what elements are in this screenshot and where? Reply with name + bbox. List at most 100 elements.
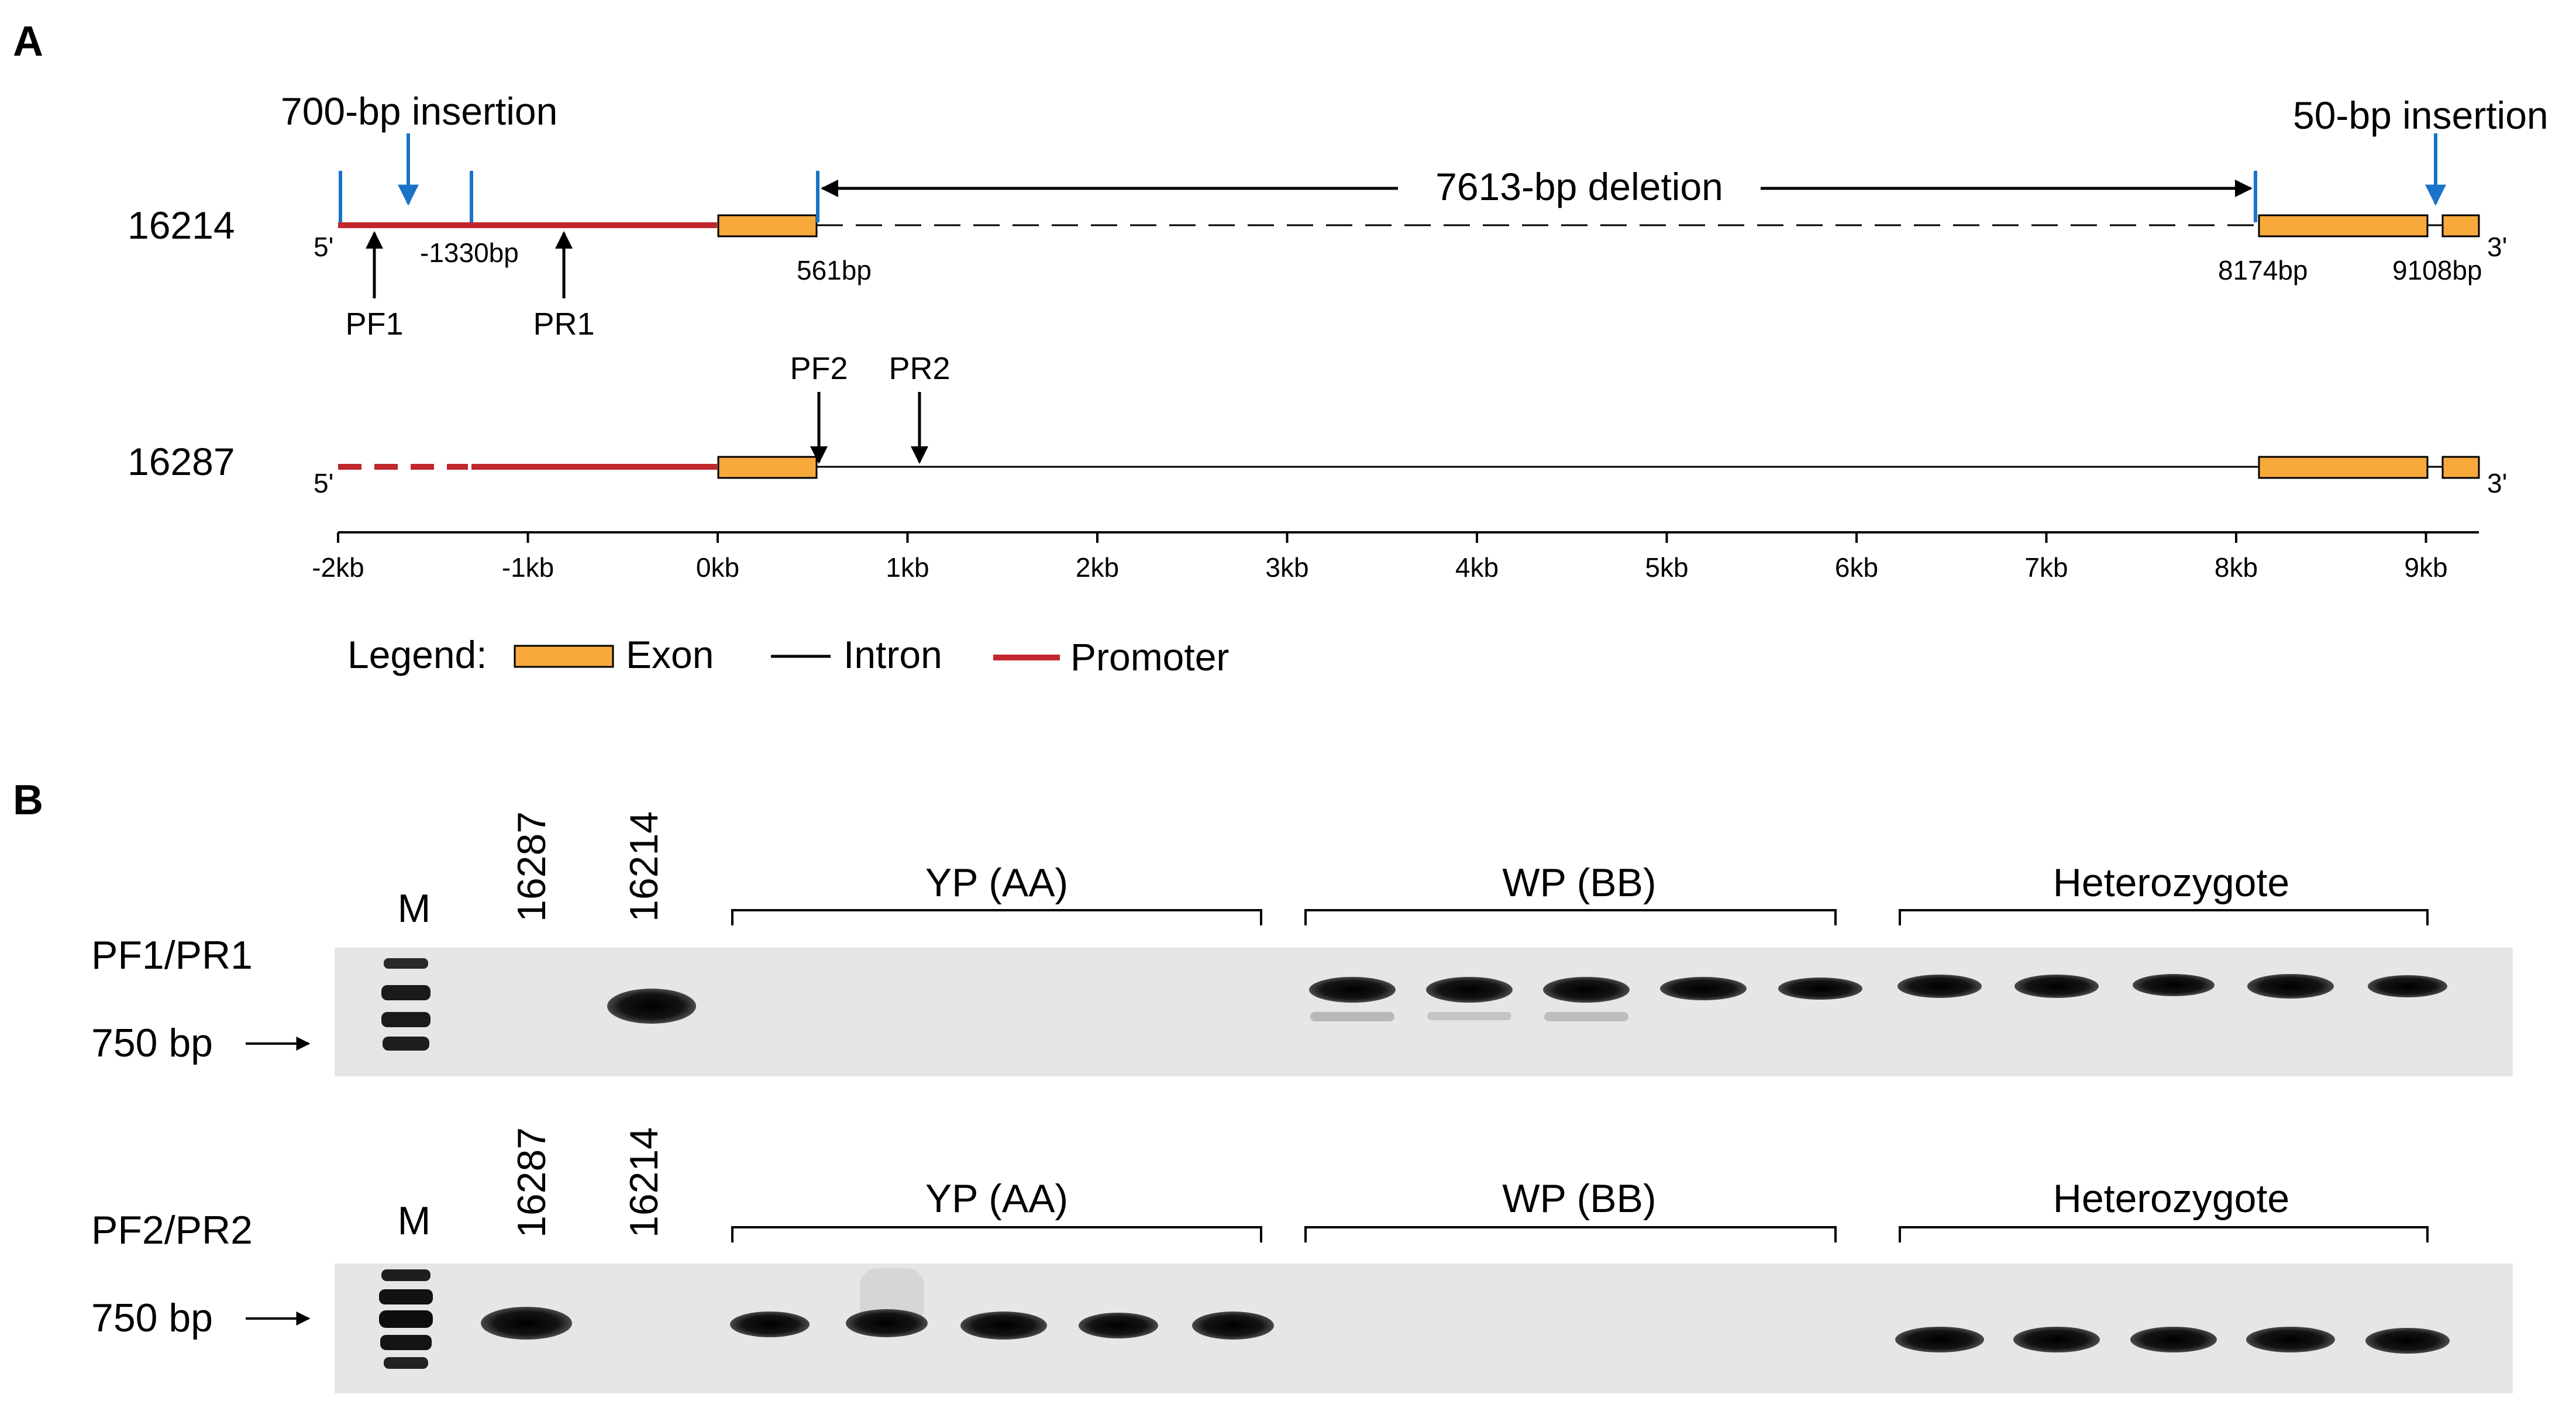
primer-label: PR2 <box>888 351 950 386</box>
gel-band <box>481 1307 572 1340</box>
group-label: Heterozygote <box>2053 1176 2289 1221</box>
gel-faint-band <box>1310 1012 1394 1021</box>
axis-tick-label: 0kb <box>696 552 739 583</box>
ladder-band <box>384 1357 428 1369</box>
group-label: WP (BB) <box>1502 1176 1656 1221</box>
gel-band <box>1543 977 1630 1003</box>
axis-tick-label: -1kb <box>502 552 554 583</box>
gel-band <box>2365 1328 2450 1354</box>
gel-band <box>2368 975 2447 997</box>
track-name: 16287 <box>128 440 235 483</box>
lane-label: M <box>398 886 431 931</box>
ladder-band <box>381 985 431 1000</box>
gel-band <box>730 1311 810 1337</box>
gel-band <box>1192 1311 1274 1340</box>
gel-band <box>607 989 696 1024</box>
lane-label: 16287 <box>509 1127 554 1238</box>
gel-band <box>1778 977 1862 1000</box>
primer-label: PR1 <box>533 307 594 342</box>
primer-label: PF2 <box>790 351 848 386</box>
exon-3 <box>2441 214 2480 237</box>
gel-band <box>2014 975 2099 998</box>
exon-2 <box>2258 456 2429 479</box>
group-label: WP (BB) <box>1502 860 1656 905</box>
insertion-left-label: 700-bp insertion <box>281 90 557 133</box>
ladder-band <box>384 958 428 969</box>
panel-a-label: A <box>13 18 43 65</box>
legend-title: Legend: <box>347 633 487 676</box>
track-16287: 16287 5' 3' PF2 PR2 <box>128 351 2507 498</box>
position-label: 561bp <box>797 255 872 285</box>
five-prime-label: 5' <box>314 468 333 498</box>
gel-band <box>2247 974 2334 999</box>
position-label: -1330bp <box>420 237 519 268</box>
gel-band <box>1309 977 1396 1003</box>
ladder-band <box>383 1037 429 1051</box>
axis-tick-label: 9kb <box>2404 552 2447 583</box>
group-bracket <box>1304 1226 1837 1242</box>
exon-2 <box>2258 214 2429 237</box>
group-bracket <box>1304 909 1837 925</box>
five-prime-label: 5' <box>314 232 333 262</box>
gel-band <box>2133 974 2215 996</box>
three-prime-label: 3' <box>2487 232 2507 262</box>
ladder-band <box>379 1310 433 1328</box>
track-name: 16214 <box>128 204 235 247</box>
group-label: YP (AA) <box>925 860 1068 905</box>
group-bracket <box>1899 1226 2429 1242</box>
gel-band <box>1895 1327 1984 1352</box>
gel-band <box>1660 977 1747 1000</box>
gel-faint-band <box>1544 1012 1628 1021</box>
legend: Legend: Exon Intron Promoter <box>347 633 1229 679</box>
lane-label: 16214 <box>622 1127 666 1238</box>
gel-faint-band <box>1427 1012 1511 1020</box>
ladder-band <box>381 1269 431 1281</box>
panel-b-label: B <box>13 777 43 824</box>
axis-tick-label: 4kb <box>1455 552 1499 583</box>
axis-tick-label: -2kb <box>312 552 364 583</box>
axis-tick-label: 5kb <box>1645 552 1688 583</box>
legend-item-label: Intron <box>843 633 942 676</box>
gel-band <box>960 1311 1047 1340</box>
insertion-right-label: 50-bp insertion <box>2293 94 2549 137</box>
track-16214: 16214 5' 3' 700-bp insertion 50-bp inser… <box>128 90 2549 342</box>
marker-size-label: 750 bp <box>91 1296 213 1340</box>
axis-tick-label: 8kb <box>2215 552 2258 583</box>
gel-band <box>846 1309 928 1337</box>
gel-2 <box>335 1264 2513 1393</box>
kb-axis: -2kb -1kb 0kb 1kb 2kb 3kb 4kb 5kb 6kb 7kb 8kb 9kb <box>312 531 2479 583</box>
axis-tick-label: 3kb <box>1265 552 1308 583</box>
ladder-band <box>381 1012 431 1027</box>
exon-3 <box>2441 456 2480 479</box>
primer-pair-label: PF1/PR1 <box>91 933 253 977</box>
marker-size-label: 750 bp <box>91 1021 213 1065</box>
gel-band <box>2013 1327 2100 1352</box>
ladder-band <box>379 1289 433 1304</box>
gel-band <box>1426 977 1513 1003</box>
position-label: 9108bp <box>2392 255 2482 285</box>
gel-band <box>2130 1327 2217 1352</box>
gel-1 <box>335 948 2513 1076</box>
gel-band <box>1079 1313 1158 1338</box>
position-label: 8174bp <box>2218 255 2308 285</box>
axis-tick-label: 6kb <box>1835 552 1878 583</box>
legend-item-label: Exon <box>626 633 714 676</box>
gel-2-header: M 16287 16214 YP (AA) WP (BB) Heterozygo… <box>91 1127 2429 1340</box>
lane-label: 16214 <box>622 811 666 922</box>
exon-1 <box>717 214 818 237</box>
gel-band <box>2246 1327 2335 1352</box>
gel-band <box>1897 975 1982 998</box>
primer-pair-label: PF2/PR2 <box>91 1208 253 1252</box>
lane-label: 16287 <box>509 811 554 922</box>
primer-label: PF1 <box>345 307 403 342</box>
gel-background <box>335 948 2513 1076</box>
gel-1-header: M 16287 16214 YP (AA) WP (BB) Heterozygo… <box>91 811 2429 1065</box>
three-prime-label: 3' <box>2487 468 2507 498</box>
ladder-band <box>380 1335 432 1350</box>
gel-background <box>335 1264 2513 1393</box>
axis-tick-label: 1kb <box>886 552 929 583</box>
group-bracket <box>731 1226 1262 1242</box>
legend-item-label: Promoter <box>1070 635 1229 679</box>
group-bracket <box>731 909 1262 925</box>
